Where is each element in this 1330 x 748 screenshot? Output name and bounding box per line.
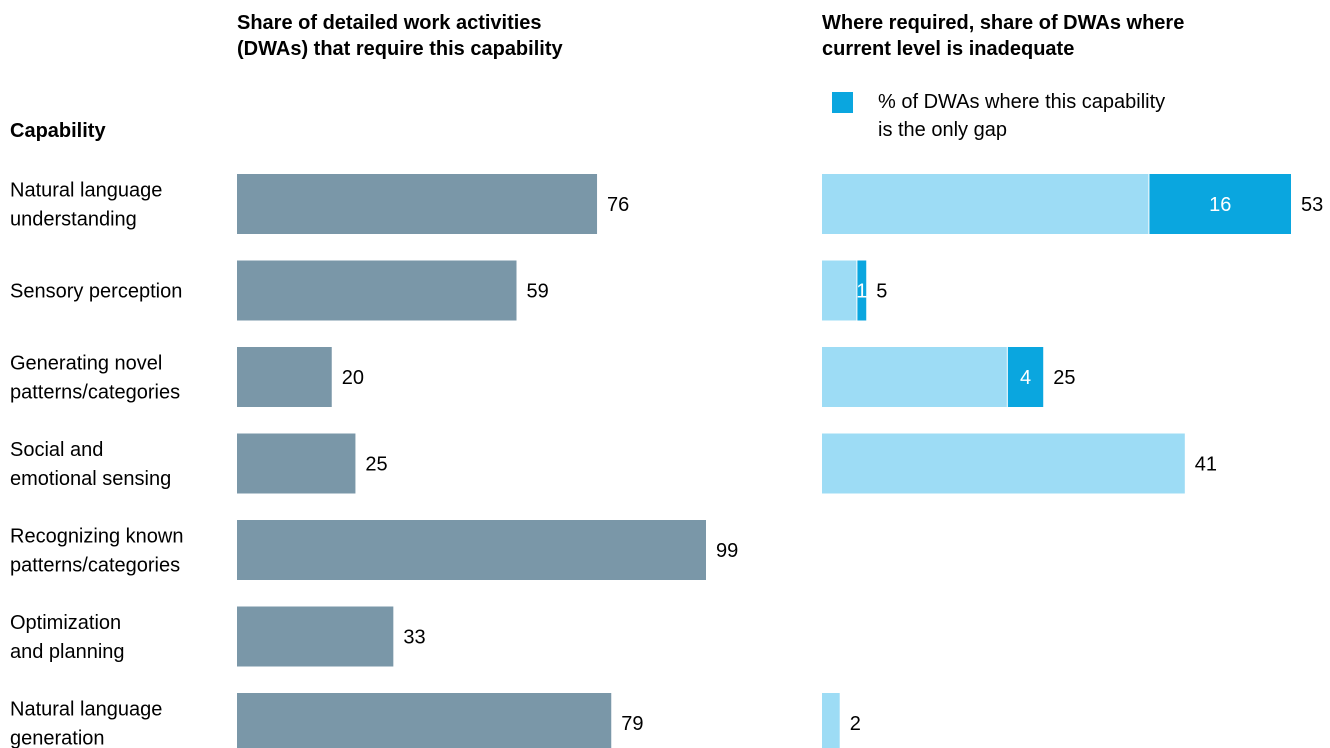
data-label-required: 99: [716, 540, 738, 562]
data-label-required: 76: [607, 194, 629, 216]
category-label: understanding: [10, 209, 137, 231]
bar-only-gap: [1149, 174, 1291, 234]
data-label-only-gap: 16: [1209, 194, 1231, 216]
data-label-total: 2: [850, 713, 861, 735]
category-label: patterns/categories: [10, 555, 180, 577]
data-label-required: 59: [527, 281, 549, 303]
bar-inadequate: [822, 693, 840, 748]
data-label-total: 53: [1301, 194, 1323, 216]
data-label-required: 33: [403, 627, 425, 649]
bar-required: [237, 693, 612, 748]
category-label: Generating novel: [10, 353, 162, 375]
bar-required: [237, 606, 394, 667]
category-label: Social and: [10, 439, 103, 461]
bar-required: [237, 433, 356, 494]
right-chart-title: Where required, share of DWAs where curr…: [822, 12, 1185, 60]
category-label: Optimization: [10, 612, 121, 634]
bar-required: [237, 520, 706, 580]
capability-column-title: Capability: [10, 120, 106, 142]
legend-label-only-gap: % of DWAs where this capability is the o…: [878, 91, 1166, 141]
data-label-required: 25: [365, 454, 387, 476]
category-label: patterns/categories: [10, 382, 180, 404]
bar-inadequate: [822, 433, 1185, 494]
data-label-total: 25: [1053, 367, 1075, 389]
bar-only-gap: [857, 260, 867, 321]
bar-inadequate: [822, 174, 1149, 234]
data-label-only-gap: 4: [1020, 367, 1031, 389]
bar-required: [237, 260, 517, 321]
data-label-total: 5: [876, 281, 887, 303]
bar-inadequate: [822, 347, 1007, 407]
data-label-total: 41: [1195, 454, 1217, 476]
bar-inadequate: [822, 260, 857, 321]
category-label: Sensory perception: [10, 281, 182, 303]
category-label: emotional sensing: [10, 468, 171, 490]
category-label: Natural language: [10, 180, 162, 202]
left-chart-title: Share of detailed work activities (DWAs)…: [237, 12, 563, 60]
category-label: generation: [10, 728, 105, 748]
bar-required: [237, 347, 332, 407]
data-label-only-gap: 1: [856, 281, 867, 303]
bar-required: [237, 174, 598, 234]
data-label-required: 20: [342, 367, 364, 389]
category-label: and planning: [10, 641, 125, 663]
category-label: Natural language: [10, 699, 162, 721]
bar-only-gap: [1007, 347, 1044, 407]
data-label-required: 79: [621, 713, 643, 735]
category-label: Recognizing known: [10, 526, 183, 548]
legend-swatch-only-gap: [832, 92, 853, 113]
